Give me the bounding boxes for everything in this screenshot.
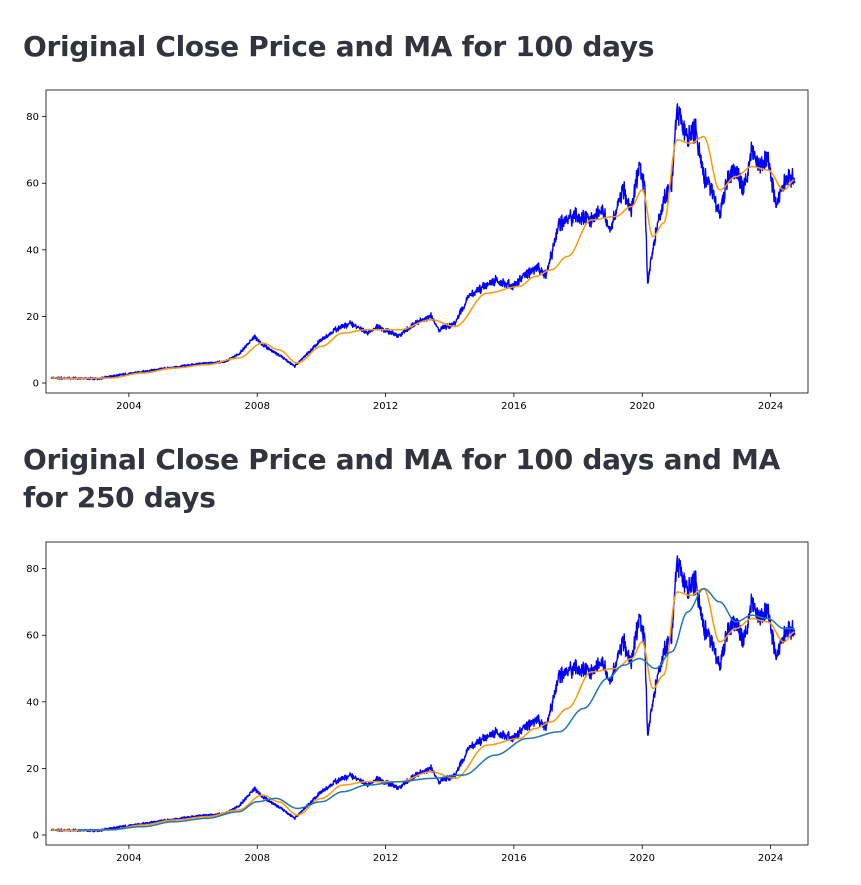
x-tick-label: 2016 bbox=[501, 853, 526, 864]
y-tick-label: 80 bbox=[26, 112, 39, 123]
x-tick-label: 2020 bbox=[630, 853, 655, 864]
x-tick-label: 2024 bbox=[758, 853, 783, 864]
y-tick-label: 60 bbox=[26, 631, 39, 642]
plot-frame bbox=[45, 89, 809, 394]
y-tick-label: 20 bbox=[26, 312, 39, 323]
y-tick-label: 40 bbox=[26, 697, 39, 708]
series-line-ma250 bbox=[78, 587, 795, 831]
chart-2: 0 20 40 60 80 2004 2008 2012 2016 2020 2024 bbox=[26, 541, 809, 864]
x-tick-label: 2012 bbox=[373, 401, 398, 412]
series-line-ma100 bbox=[51, 135, 795, 380]
series-line-ma100 bbox=[51, 587, 795, 832]
x-tick-label: 2024 bbox=[758, 401, 783, 412]
x-tick-label: 2008 bbox=[244, 401, 269, 412]
x-tick-label: 2016 bbox=[501, 401, 526, 412]
y-tick-label: 0 bbox=[33, 379, 39, 390]
x-tick-label: 2004 bbox=[116, 853, 141, 864]
y-tick-label: 40 bbox=[26, 245, 39, 256]
chart-1-heading: Original Close Price and MA for 100 days bbox=[23, 30, 655, 63]
y-tick-label: 60 bbox=[26, 179, 39, 190]
series-line-close bbox=[50, 103, 796, 381]
chart-2-heading: Original Close Price and MA for 100 days… bbox=[23, 443, 780, 514]
y-tick-label: 20 bbox=[26, 764, 39, 775]
x-tick-label: 2012 bbox=[373, 853, 398, 864]
plot-frame bbox=[45, 541, 809, 846]
series-line-close bbox=[50, 555, 796, 833]
y-tick-label: 0 bbox=[33, 831, 39, 842]
x-tick-label: 2008 bbox=[244, 853, 269, 864]
x-tick-label: 2020 bbox=[630, 401, 655, 412]
y-tick-label: 80 bbox=[26, 564, 39, 575]
x-tick-label: 2004 bbox=[116, 401, 141, 412]
chart-1: 0 20 40 60 80 2004 2008 2012 2016 2020 2024 bbox=[26, 89, 809, 412]
